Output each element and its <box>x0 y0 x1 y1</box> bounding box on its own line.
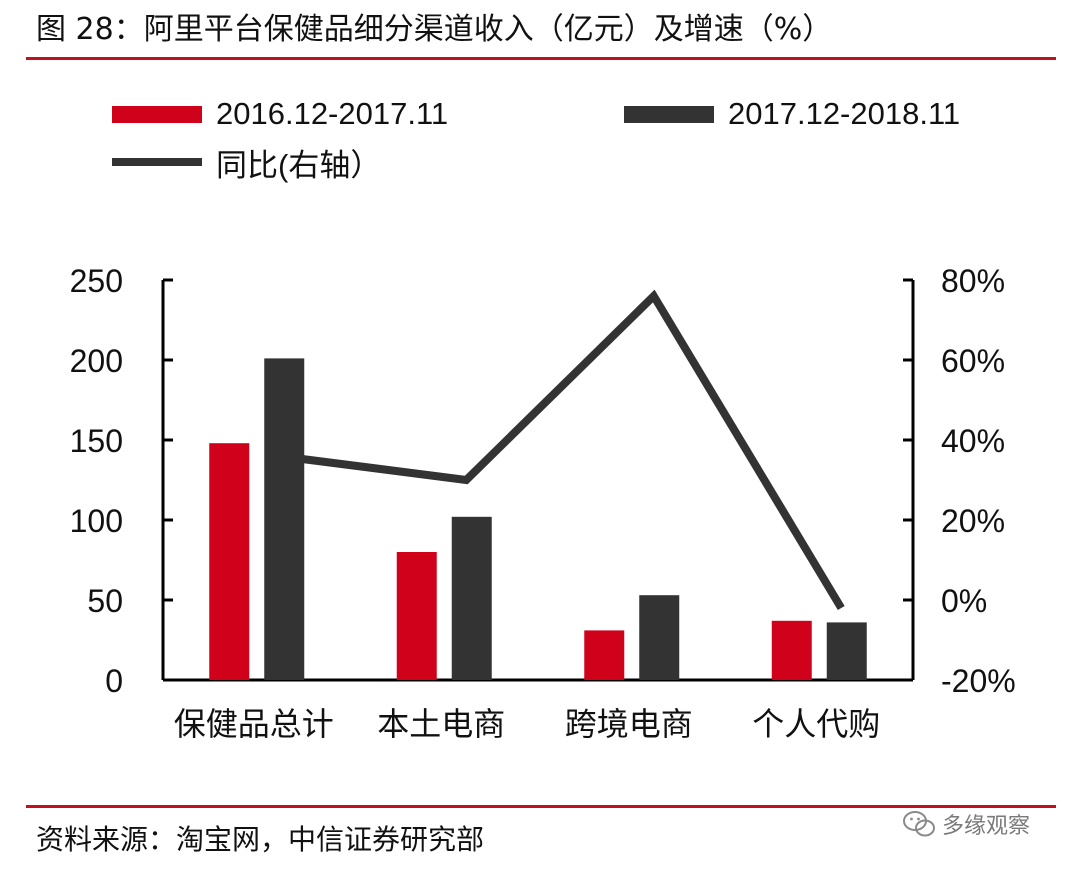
title-rule <box>26 57 1056 60</box>
y-tick-label-right: 0% <box>941 583 987 619</box>
legend-label-series-1: 2016.12-2017.11 <box>216 96 449 131</box>
legend-label-series-2: 2017.12-2018.11 <box>728 96 961 131</box>
y-tick-label-right: -20% <box>941 663 1016 699</box>
y-tick-label-left: 100 <box>70 503 123 539</box>
chart-plot: 0 50 100 150 200 250 -20% 0% 20% 40% 60% 80% 保健品总计 本土… <box>70 263 1016 743</box>
x-tick-label: 本土电商 <box>377 705 505 743</box>
y-tick-label-left: 150 <box>70 423 123 459</box>
x-tick-label: 保健品总计 <box>174 705 334 743</box>
bar-series-1 <box>584 630 625 680</box>
y-tick-label-right: 20% <box>941 503 1005 539</box>
wechat-icon <box>903 811 935 837</box>
source-note: 资料来源：淘宝网，中信证券研究部 <box>36 823 485 856</box>
x-tick-label: 个人代购 <box>752 705 880 743</box>
y-tick-label-left: 0 <box>105 663 123 699</box>
bar-series-1 <box>771 620 812 680</box>
y-tick-label-right: 80% <box>941 263 1005 299</box>
legend-label-series-3: 同比(右轴） <box>216 147 382 183</box>
bar-series-2 <box>826 622 867 680</box>
legend-swatch-series-1 <box>112 105 202 123</box>
series-line-yoy <box>278 289 845 611</box>
bar-series-2 <box>264 358 305 680</box>
y-tick-label-left: 250 <box>70 263 123 299</box>
legend-swatch-series-2 <box>624 105 714 123</box>
y-tick-label-left: 200 <box>70 343 123 379</box>
bar-series-2 <box>639 595 680 680</box>
y-tick-label-left: 50 <box>87 583 123 619</box>
figure-title: 图 28：阿里平台保健品细分渠道收入（亿元）及增速（%） <box>36 12 833 47</box>
legend-line-series-3 <box>112 158 202 166</box>
bar-series-1 <box>209 443 250 680</box>
bar-series-2 <box>451 516 492 680</box>
bar-series-1 <box>396 552 437 680</box>
watermark: 多缘观察 <box>902 806 1030 842</box>
y-tick-label-right: 60% <box>941 343 1005 379</box>
watermark-label: 多缘观察 <box>942 814 1031 839</box>
source-rule <box>26 805 1056 808</box>
legend-item-series-3: 同比(右轴） <box>112 142 382 183</box>
x-tick-label: 跨境电商 <box>565 705 693 743</box>
legend-item-series-1: 2016.12-2017.11 <box>112 94 448 134</box>
y-tick-label-right: 40% <box>941 423 1005 459</box>
legend-item-series-2: 2017.12-2018.11 <box>624 94 960 134</box>
